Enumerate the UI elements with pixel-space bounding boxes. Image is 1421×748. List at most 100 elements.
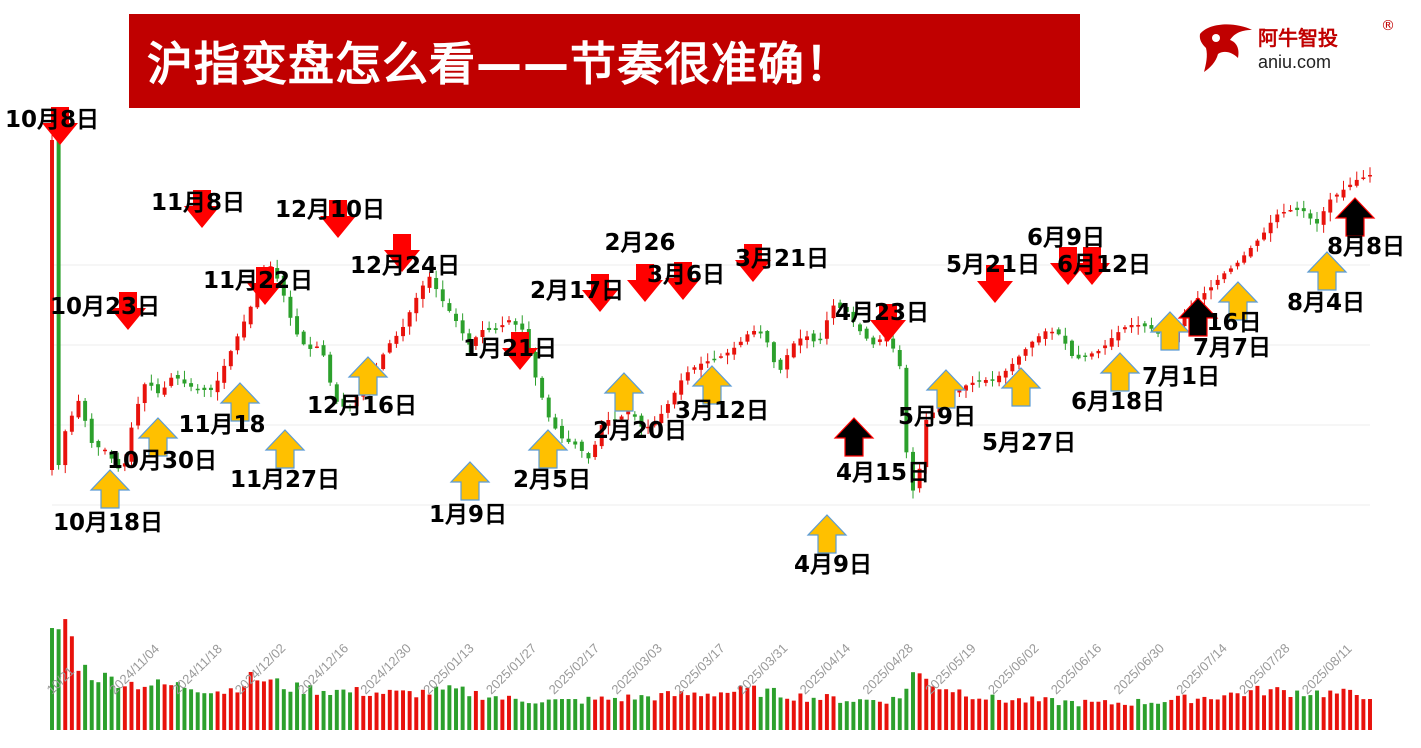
volume-bar <box>930 686 935 730</box>
candle-body <box>248 306 253 325</box>
candle-body <box>593 444 598 458</box>
volume-bar <box>1202 696 1207 730</box>
volume-bar <box>831 696 836 730</box>
candle-body <box>1248 247 1253 257</box>
volume-bar <box>540 702 545 730</box>
buy-arrow-icon <box>527 429 569 469</box>
x-tick-label: 2024/12/02 <box>232 640 289 697</box>
volume-bar <box>281 689 286 730</box>
candle-body <box>354 396 359 407</box>
candle-body <box>281 275 286 296</box>
buy-arrow-icon <box>603 372 645 412</box>
volume-bar <box>69 636 74 730</box>
volume-bar <box>526 703 531 730</box>
sell-arrow-icon <box>627 264 663 302</box>
black-arrow-icon <box>1334 197 1376 237</box>
volume-bar <box>533 703 538 730</box>
candle-body <box>1010 363 1015 372</box>
candle-body <box>122 463 127 467</box>
volume-bar <box>606 699 611 730</box>
candle-body <box>1368 175 1372 177</box>
volume-bar <box>169 685 174 730</box>
volume-bar <box>440 689 445 730</box>
buy-arrow-icon <box>89 469 131 509</box>
candle-body <box>1262 232 1267 240</box>
candle-body <box>712 358 717 361</box>
volume-bar <box>520 701 525 730</box>
volume-bar <box>659 693 664 730</box>
volume-bar <box>685 695 690 730</box>
candle-body <box>752 331 757 335</box>
volume-bar <box>182 687 187 730</box>
candle-body <box>917 468 922 489</box>
candle-body <box>858 324 862 332</box>
buy-arrow-icon <box>347 356 389 396</box>
candle-body <box>838 302 843 309</box>
candle-body <box>725 352 730 356</box>
candle-body <box>1215 279 1220 285</box>
candle-body <box>63 431 68 466</box>
volume-bar <box>970 699 975 730</box>
volume-bar <box>1096 701 1101 730</box>
signal-date-label: 7月7日 <box>1193 335 1271 361</box>
volume-bar <box>1162 702 1167 730</box>
volume-bar <box>745 687 750 730</box>
volume-bar <box>1129 705 1134 730</box>
candle-body <box>103 449 107 452</box>
x-tick-label: 2025/06/16 <box>1048 640 1105 697</box>
volume-bar <box>997 699 1002 730</box>
candle-body <box>1136 325 1141 327</box>
volume-bar <box>1016 698 1021 730</box>
volume-bar <box>321 690 326 730</box>
candle-body <box>652 421 657 426</box>
candle-body <box>473 337 478 346</box>
signal-date-label: 8月8日 <box>1327 234 1405 260</box>
candle-body <box>235 336 240 351</box>
volume-bar <box>308 685 313 730</box>
volume-bar <box>414 697 419 730</box>
candle-body <box>732 347 737 355</box>
x-tick-label: 2025/08/11 <box>1299 641 1355 697</box>
candle-body <box>1288 210 1293 212</box>
volume-bar <box>76 670 81 730</box>
buy-arrow-icon <box>137 417 179 457</box>
volume-bar <box>1235 693 1240 730</box>
volume-bar <box>752 685 757 730</box>
candle-body <box>1043 331 1048 339</box>
candle-body <box>1016 356 1021 365</box>
volume-bar <box>579 703 584 730</box>
brand-logo[interactable]: 阿牛智投 ® aniu.com <box>1196 18 1396 78</box>
volume-bar <box>1109 704 1114 730</box>
volume-bar <box>1030 696 1035 730</box>
candle-body <box>765 331 770 343</box>
volume-bar <box>387 689 392 730</box>
candle-body <box>76 400 81 418</box>
volume-bar <box>725 692 730 730</box>
signal-date-label: 12月10日 <box>275 197 385 223</box>
volume-bar <box>692 692 697 730</box>
candle-body <box>937 405 942 413</box>
signal-date-label: 4月23日 <box>835 300 929 326</box>
volume-bar <box>983 699 988 730</box>
volume-bar <box>109 676 114 730</box>
volume-bar <box>765 688 770 730</box>
volume-bar <box>261 681 266 730</box>
candle-body <box>195 388 200 391</box>
volume-bar <box>454 688 458 730</box>
candle-body <box>599 425 604 447</box>
sell-arrow-icon <box>1050 247 1086 285</box>
candle-body <box>308 344 313 349</box>
volume-bar <box>858 699 862 730</box>
volume-bar <box>175 682 180 730</box>
volume-bar <box>215 691 220 730</box>
sell-arrow-icon <box>1074 247 1110 285</box>
volume-bar <box>1295 690 1300 730</box>
volume-bar <box>208 693 213 730</box>
signal-date-label: 6月12日 <box>1057 252 1151 278</box>
volume-bar <box>334 689 339 730</box>
volume-bar <box>1089 701 1094 730</box>
volume-bar <box>1301 696 1306 730</box>
volume-bar <box>83 664 88 730</box>
volume-bar <box>944 689 949 730</box>
volume-bar <box>1076 706 1081 730</box>
